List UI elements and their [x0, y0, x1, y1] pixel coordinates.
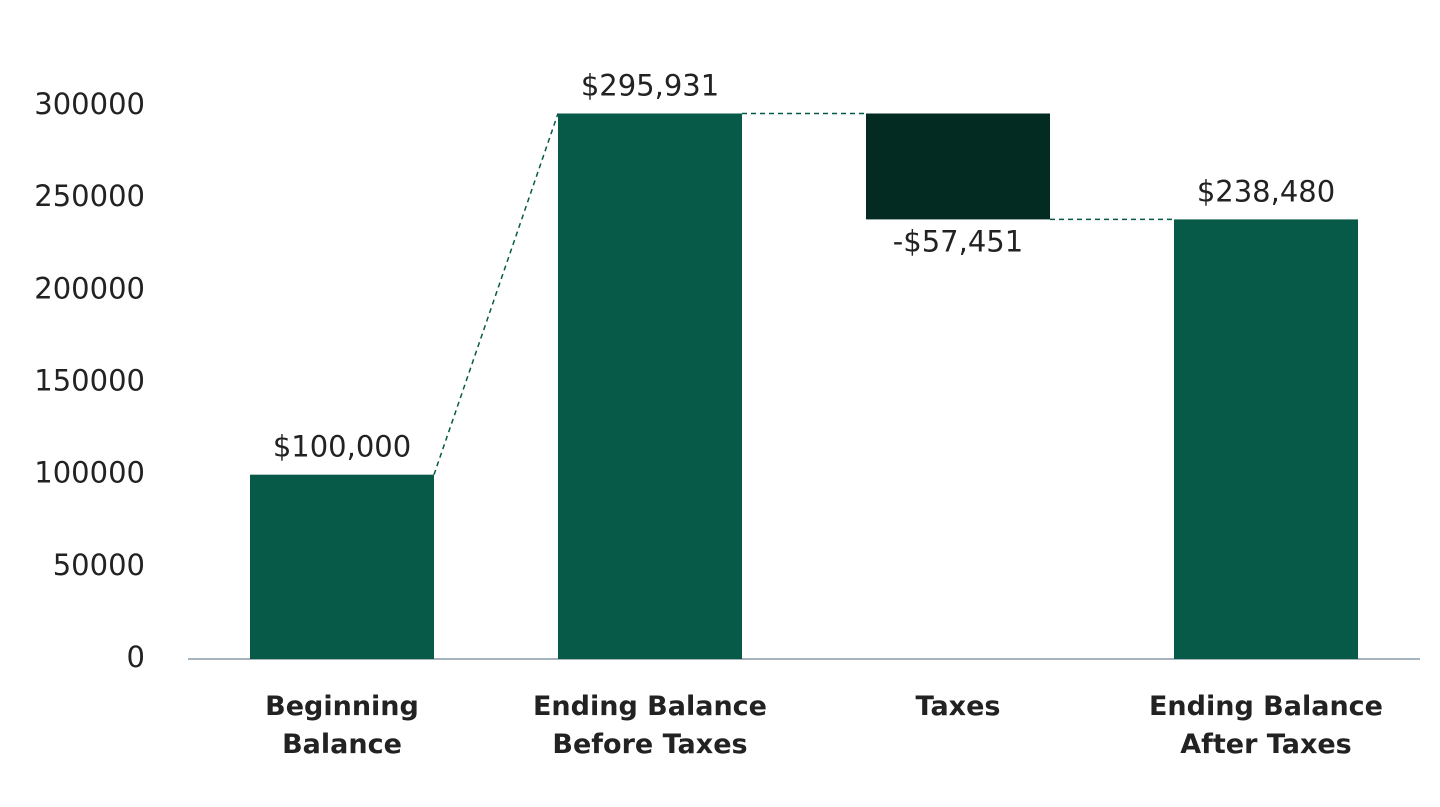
bar	[250, 474, 434, 659]
value-label: -$57,451	[893, 224, 1023, 258]
value-label: $238,480	[1197, 174, 1335, 208]
x-tick-label: Ending Balance Before Taxes	[532, 691, 767, 760]
y-tick-label: 50000	[53, 548, 145, 582]
x-tick-label: Taxes	[915, 691, 1001, 722]
y-tick-label: 250000	[34, 179, 145, 213]
y-tick-label: 100000	[34, 456, 145, 490]
bar	[558, 113, 742, 659]
x-tick-label: Beginning Balance	[265, 691, 419, 760]
y-tick-label: 200000	[34, 271, 145, 305]
value-label: $295,931	[581, 69, 719, 103]
x-tick-label: Ending Balance After Taxes	[1148, 691, 1383, 760]
y-tick-label: 0	[127, 640, 145, 674]
value-label: $100,000	[273, 430, 411, 464]
y-tick-label: 150000	[34, 364, 145, 398]
bar	[1174, 219, 1358, 660]
connector	[433, 113, 559, 475]
bar	[866, 113, 1050, 220]
y-tick-label: 300000	[34, 87, 145, 121]
